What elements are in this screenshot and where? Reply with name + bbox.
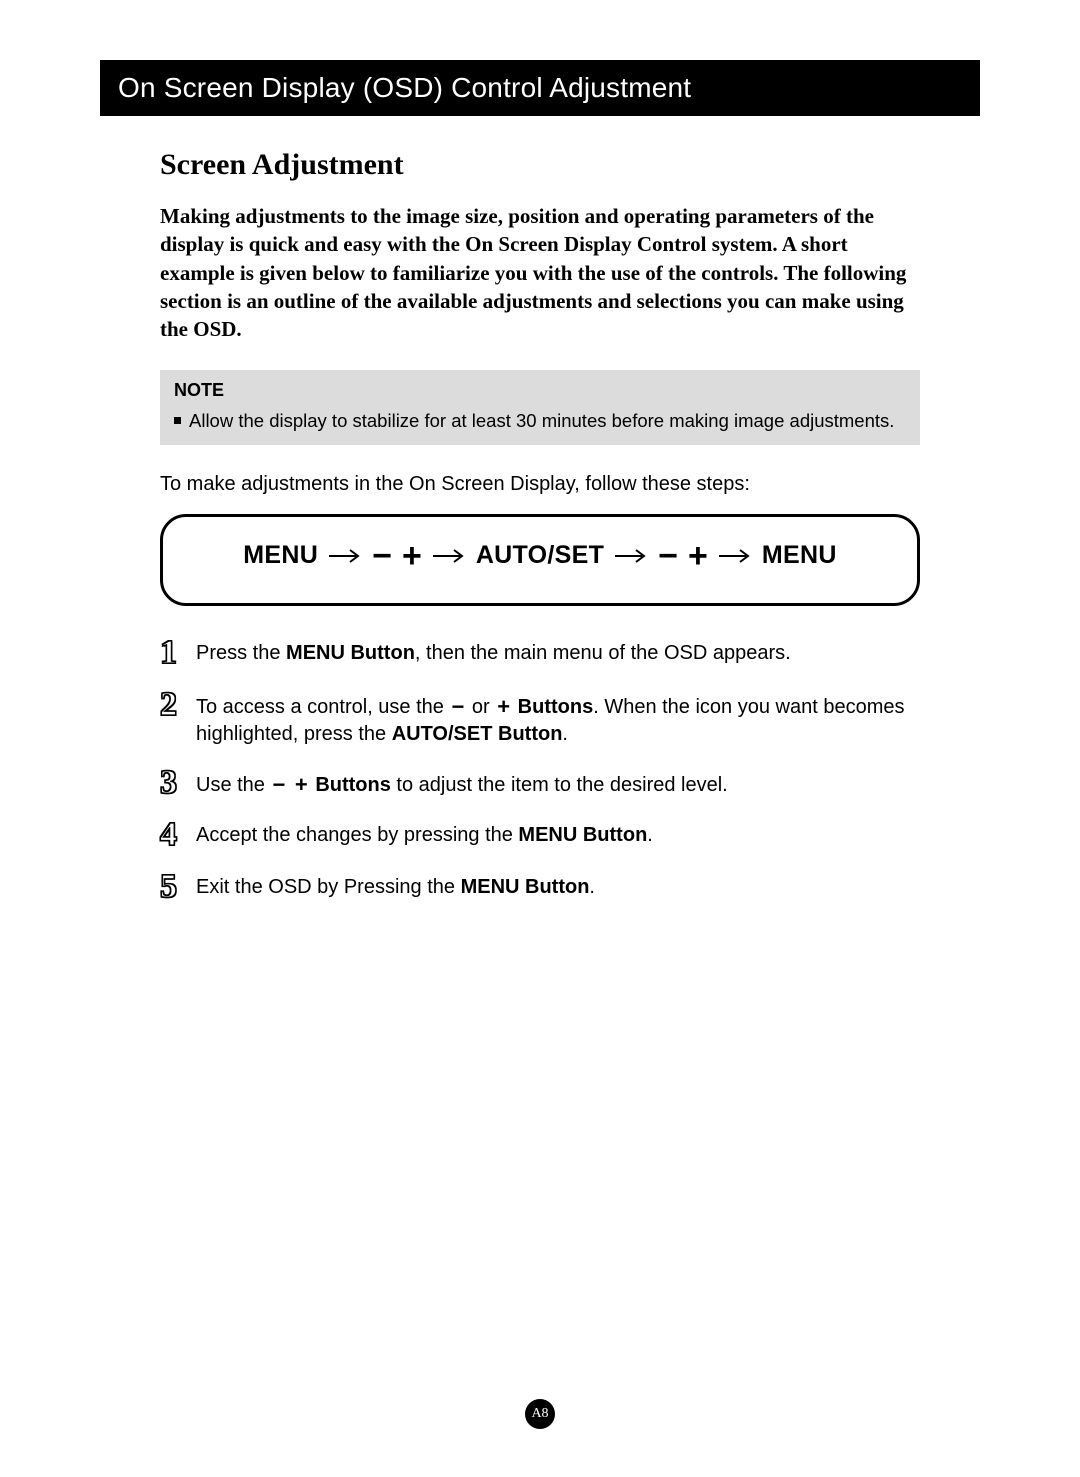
plus-icon: + bbox=[402, 539, 422, 573]
t: , then the main menu of the OSD appears. bbox=[415, 642, 791, 664]
b: AUTO/SET Button bbox=[392, 723, 563, 745]
minus-icon: − bbox=[449, 694, 466, 719]
step-text: To access a control, use the − or + Butt… bbox=[196, 692, 920, 749]
note-box: NOTE Allow the display to stabilize for … bbox=[160, 370, 920, 445]
t: Accept the changes by pressing the bbox=[196, 824, 518, 846]
t: Use the bbox=[196, 774, 270, 796]
step-text: Use the − + Buttons to adjust the item t… bbox=[196, 770, 728, 800]
step-2: 2 To access a control, use the − or + Bu… bbox=[160, 692, 920, 749]
bullet-icon bbox=[174, 417, 181, 424]
lead-text: To make adjustments in the On Screen Dis… bbox=[160, 473, 920, 496]
step-5: 5 Exit the OSD by Pressing the MENU Butt… bbox=[160, 874, 920, 904]
arrow-icon bbox=[432, 549, 466, 563]
steps-list: 1 Press the MENU Button, then the main m… bbox=[160, 640, 920, 905]
plus-icon: + bbox=[495, 694, 512, 719]
step-number: 5 bbox=[160, 870, 196, 904]
b: Buttons bbox=[518, 696, 594, 718]
step-text: Exit the OSD by Pressing the MENU Button… bbox=[196, 874, 595, 901]
step-1: 1 Press the MENU Button, then the main m… bbox=[160, 640, 920, 670]
t: Exit the OSD by Pressing the bbox=[196, 876, 461, 898]
t: . bbox=[589, 876, 595, 898]
minus-icon: − bbox=[372, 539, 392, 573]
note-item: Allow the display to stabilize for at le… bbox=[174, 409, 906, 433]
intro-paragraph: Making adjustments to the image size, po… bbox=[160, 202, 920, 344]
arrow-icon bbox=[328, 549, 362, 563]
flow-diagram: MENU − + AUTO/SET − + MENU bbox=[160, 514, 920, 606]
header-bar: On Screen Display (OSD) Control Adjustme… bbox=[100, 60, 980, 116]
step-number: 3 bbox=[160, 766, 196, 800]
note-text: Allow the display to stabilize for at le… bbox=[189, 409, 894, 433]
step-text: Press the MENU Button, then the main men… bbox=[196, 640, 791, 667]
minus-icon: − bbox=[270, 772, 287, 797]
step-text: Accept the changes by pressing the MENU … bbox=[196, 822, 653, 849]
plus-icon: + bbox=[688, 539, 708, 573]
flow-menu-1: MENU bbox=[243, 541, 318, 570]
header-title: On Screen Display (OSD) Control Adjustme… bbox=[118, 72, 691, 103]
page: On Screen Display (OSD) Control Adjustme… bbox=[0, 0, 1080, 1477]
t: . bbox=[647, 824, 653, 846]
t: to adjust the item to the desired level. bbox=[391, 774, 728, 796]
step-number: 1 bbox=[160, 636, 196, 670]
page-number-badge: A8 bbox=[525, 1399, 555, 1429]
arrow-icon bbox=[718, 549, 752, 563]
b: MENU Button bbox=[518, 824, 647, 846]
b: Buttons bbox=[315, 774, 391, 796]
flow-row: MENU − + AUTO/SET − + MENU bbox=[243, 539, 836, 573]
flow-autoset: AUTO/SET bbox=[476, 541, 604, 570]
arrow-icon bbox=[614, 549, 648, 563]
content-area: Screen Adjustment Making adjustments to … bbox=[100, 148, 980, 904]
t: Press the bbox=[196, 642, 286, 664]
plus-icon: + bbox=[293, 772, 310, 797]
note-label: NOTE bbox=[174, 380, 906, 401]
step-number: 2 bbox=[160, 688, 196, 722]
flow-menu-2: MENU bbox=[762, 541, 837, 570]
minus-icon: − bbox=[658, 539, 678, 573]
b: MENU Button bbox=[286, 642, 415, 664]
step-number: 4 bbox=[160, 818, 196, 852]
step-3: 3 Use the − + Buttons to adjust the item… bbox=[160, 770, 920, 800]
t: or bbox=[466, 696, 495, 718]
step-4: 4 Accept the changes by pressing the MEN… bbox=[160, 822, 920, 852]
t: . bbox=[562, 723, 568, 745]
b: MENU Button bbox=[461, 876, 590, 898]
t: To access a control, use the bbox=[196, 696, 449, 718]
section-title: Screen Adjustment bbox=[160, 148, 920, 182]
page-number: A8 bbox=[531, 1406, 548, 1422]
